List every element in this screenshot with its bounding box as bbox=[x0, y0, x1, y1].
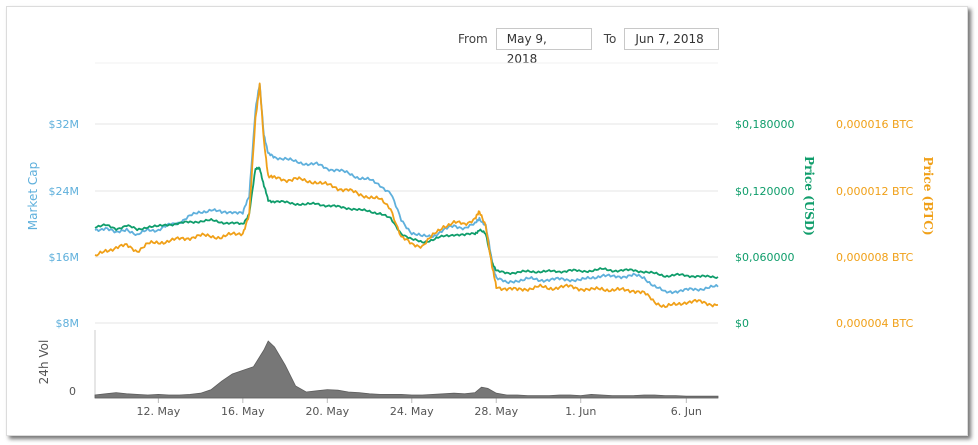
market-cap-line bbox=[94, 83, 719, 295]
market-cap-tick-label: $16M bbox=[49, 251, 80, 264]
volume-axis-title: 24h Vol bbox=[37, 340, 51, 385]
volume-area bbox=[94, 340, 719, 399]
market-cap-tick-label: $8M bbox=[56, 317, 80, 330]
x-tick-label: 28. May bbox=[474, 405, 518, 418]
price-btc-line bbox=[94, 82, 719, 309]
from-label: From bbox=[458, 32, 488, 46]
date-range-selector: From May 9, 2018 To Jun 7, 2018 bbox=[458, 28, 720, 66]
market-cap-tick-label: $32M bbox=[49, 118, 80, 131]
chart-panel bbox=[6, 6, 968, 436]
price-usd-tick-label: $0 bbox=[735, 317, 749, 330]
price-btc-tick-label: 0,000008 BTC bbox=[836, 251, 914, 264]
price-btc-tick-label: 0,000012 BTC bbox=[836, 185, 914, 198]
to-label: To bbox=[603, 32, 617, 46]
from-date-input[interactable]: May 9, 2018 bbox=[495, 28, 592, 66]
x-tick-label: 20. May bbox=[305, 405, 349, 418]
price-usd-line bbox=[94, 166, 719, 279]
volume-tick-label: 0 bbox=[69, 385, 76, 398]
market-cap-tick-label: $24M bbox=[49, 185, 80, 198]
price-btc-tick-label: 0,000004 BTC bbox=[836, 317, 914, 330]
x-tick-label: 6. Jun bbox=[671, 405, 702, 418]
market-cap-axis-title: Market Cap bbox=[26, 162, 40, 230]
price-usd-tick-label: $0,180000 bbox=[735, 118, 795, 131]
to-date-input[interactable]: Jun 7, 2018 bbox=[624, 28, 720, 50]
x-tick-label: 12. May bbox=[136, 405, 180, 418]
x-tick-label: 16. May bbox=[221, 405, 265, 418]
price-btc-tick-label: 0,000016 BTC bbox=[836, 118, 914, 131]
x-tick-label: 1. Jun bbox=[565, 405, 596, 418]
price-btc-axis-title: Price (BTC) bbox=[921, 156, 935, 235]
price-usd-axis-title: Price (USD) bbox=[802, 156, 816, 236]
x-tick-label: 24. May bbox=[390, 405, 434, 418]
price-usd-tick-label: $0,060000 bbox=[735, 251, 795, 264]
price-usd-tick-label: $0,120000 bbox=[735, 185, 795, 198]
